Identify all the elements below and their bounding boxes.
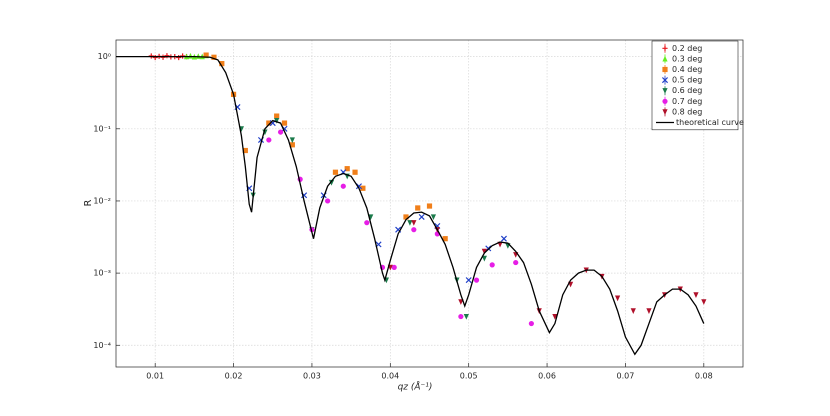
- y-tick-label: 10⁻⁴: [93, 341, 111, 350]
- marker: [411, 220, 417, 226]
- marker: [195, 53, 201, 59]
- marker: [426, 203, 433, 209]
- marker: [152, 54, 158, 61]
- theoretical-curve: [116, 55, 705, 356]
- marker: [332, 169, 339, 175]
- y-tick-label: 10⁻²: [93, 196, 111, 205]
- marker: [407, 220, 413, 226]
- marker: [203, 52, 209, 58]
- x-tick-label: 0.08: [695, 372, 713, 381]
- marker: [615, 295, 621, 302]
- marker: [262, 129, 268, 136]
- marker: [489, 262, 495, 268]
- marker: [473, 277, 480, 283]
- x-axis-label: qz (Å⁻¹): [398, 381, 433, 393]
- marker: [693, 292, 699, 298]
- legend-label: 0.6 deg: [672, 86, 702, 95]
- marker: [325, 198, 331, 204]
- x-tick-label: 0.06: [538, 372, 556, 381]
- marker: [289, 142, 295, 148]
- marker: [289, 137, 295, 144]
- marker: [418, 213, 425, 220]
- marker: [360, 185, 366, 191]
- marker: [219, 61, 225, 67]
- marker: [277, 129, 284, 135]
- marker: [646, 308, 652, 314]
- marker: [411, 227, 417, 233]
- marker: [430, 214, 437, 221]
- plot-frame: [115, 39, 744, 368]
- x-tick-label: 0.07: [617, 372, 635, 381]
- marker: [328, 179, 335, 186]
- marker: [552, 313, 558, 320]
- marker: [274, 117, 280, 124]
- series-markers: [203, 52, 448, 242]
- legend-label: 0.7 deg: [672, 97, 702, 106]
- legend-box: [651, 40, 739, 131]
- marker: [266, 120, 272, 126]
- marker: [528, 320, 534, 327]
- marker: [344, 166, 350, 172]
- x-tick-label: 0.03: [303, 372, 321, 381]
- legend-label: 0.2 deg: [672, 44, 702, 53]
- marker: [701, 299, 707, 305]
- x-tick-label: 0.01: [146, 372, 164, 381]
- marker: [481, 248, 487, 255]
- x-tick-label: 0.04: [381, 372, 399, 381]
- x-tick-label: 0.02: [225, 372, 243, 381]
- marker: [463, 313, 469, 320]
- marker: [274, 113, 280, 119]
- marker: [266, 137, 272, 143]
- legend-label: 0.3 deg: [672, 54, 702, 63]
- marker: [442, 236, 448, 242]
- marker: [500, 235, 507, 242]
- x-tick-label: 0.05: [460, 372, 478, 381]
- marker: [415, 205, 421, 211]
- legend-label: theoretical curve: [676, 118, 744, 127]
- marker: [364, 220, 370, 226]
- legend-label: 0.8 deg: [672, 107, 702, 116]
- marker: [513, 259, 519, 266]
- y-tick-label: 10⁰: [98, 52, 111, 61]
- legend-label: 0.4 deg: [672, 65, 702, 74]
- y-tick-label: 10⁻³: [93, 269, 111, 278]
- marker: [458, 313, 464, 320]
- y-tick-label: 10⁻¹: [93, 124, 111, 133]
- marker: [458, 299, 464, 305]
- marker: [176, 54, 182, 61]
- marker: [481, 255, 487, 262]
- marker: [352, 169, 358, 175]
- marker: [164, 53, 170, 59]
- marker: [630, 308, 636, 314]
- marker: [403, 214, 409, 220]
- marker: [242, 147, 248, 154]
- marker: [465, 277, 472, 284]
- marker: [211, 54, 217, 60]
- legend-label: 0.5 deg: [672, 76, 702, 85]
- y-axis-label: R: [83, 199, 94, 206]
- marker: [340, 183, 346, 189]
- marker: [391, 264, 397, 271]
- marker: [281, 120, 288, 126]
